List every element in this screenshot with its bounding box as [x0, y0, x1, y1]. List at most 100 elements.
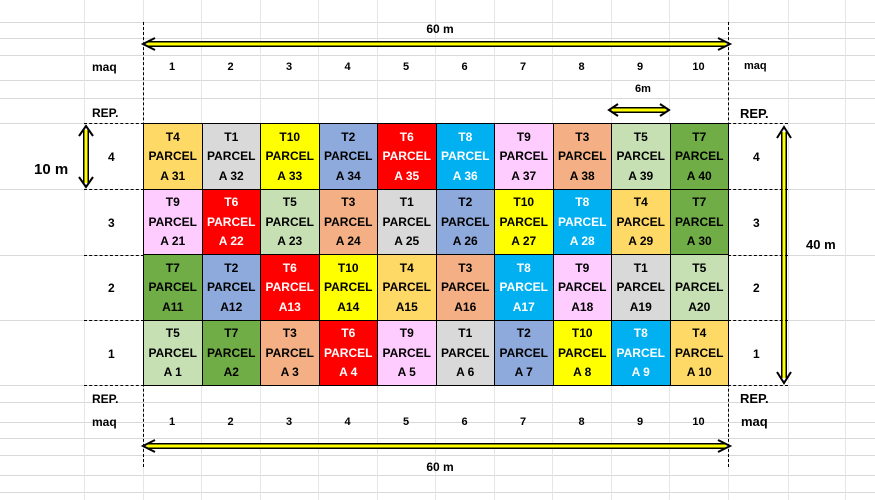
treatment-label: T3	[282, 326, 297, 341]
top-width-arrow	[140, 37, 733, 51]
parcel-word: PARCEL	[207, 214, 256, 229]
left-dash-row2-top	[84, 255, 144, 256]
background-row-line	[0, 438, 875, 439]
parcel-word: PARCEL	[324, 214, 373, 229]
parcel-word: PARCEL	[148, 214, 197, 229]
rep-number-left-1: 1	[108, 346, 115, 361]
parcel-cell-a29: T4 PARCEL A 29	[612, 189, 671, 255]
top-column-6: 6	[461, 61, 468, 73]
parcel-id: A 37	[511, 168, 537, 183]
treatment-label: T8	[575, 195, 590, 210]
parcel-word: PARCEL	[324, 280, 373, 295]
top-column-4: 4	[344, 61, 351, 73]
parcel-id: A 9	[631, 365, 650, 380]
background-row-line	[0, 98, 875, 99]
rep-number-right-2: 2	[753, 281, 760, 295]
parcel-word: PARCEL	[148, 149, 197, 164]
treatment-label: T2	[516, 326, 531, 341]
parcel-id: A20	[688, 299, 711, 314]
parcel-cell-a5: T9 PARCEL A 5	[378, 320, 437, 386]
rep-number-left-3: 3	[108, 215, 115, 230]
treatment-label: T6	[399, 129, 414, 144]
parcel-id: A 27	[511, 234, 537, 249]
treatment-label: T5	[282, 195, 297, 210]
bottom-column-8: 8	[578, 416, 585, 428]
treatment-label: T1	[399, 195, 414, 210]
parcel-cell-a10: T4 PARCEL A 10	[670, 320, 729, 386]
treatment-label: T2	[224, 260, 239, 275]
treatment-label: T9	[575, 260, 590, 275]
parcel-cell-a33: T10 PARCEL A 33	[261, 124, 320, 190]
parcel-id: A 28	[569, 234, 595, 249]
treatment-label: T1	[458, 326, 473, 341]
parcel-word: PARCEL	[265, 345, 314, 360]
parcel-word: PARCEL	[441, 214, 490, 229]
total-height-label: 40 m	[806, 237, 836, 252]
top-column-1: 1	[168, 61, 176, 73]
parcel-word: PARCEL	[558, 345, 607, 360]
treatment-label: T8	[458, 129, 473, 144]
treatment-label: T2	[458, 195, 473, 210]
parcel-word: PARCEL	[499, 214, 548, 229]
treatment-label: T9	[399, 326, 414, 341]
spacing-arrow	[607, 103, 671, 117]
maq-label-top-left: maq	[92, 60, 117, 74]
left-dash-row1-bottom	[84, 385, 144, 386]
treatment-label: T6	[224, 195, 239, 210]
parcel-word: PARCEL	[265, 214, 314, 229]
parcel-cell-a19: T1 PARCEL A19	[612, 255, 671, 321]
background-row-line	[0, 55, 875, 56]
parcel-id: A 33	[277, 168, 303, 183]
parcel-id: A 35	[394, 168, 420, 183]
right-dash-row1-bottom	[728, 385, 788, 386]
row-height-arrow	[78, 124, 94, 189]
parcel-cell-a25: T1 PARCEL A 25	[378, 189, 437, 255]
parcel-cell-a23: T5 PARCEL A 23	[261, 189, 320, 255]
treatment-label: T5	[165, 326, 180, 341]
treatment-label: T10	[337, 260, 359, 275]
parcel-cell-a35: T6 PARCEL A 35	[378, 124, 437, 190]
rep-label-bottom-left: REP.	[92, 392, 119, 406]
parcel-word: PARCEL	[324, 345, 373, 360]
parcel-id: A12	[220, 299, 243, 314]
treatment-label: T2	[341, 129, 356, 144]
parcel-word: PARCEL	[265, 149, 314, 164]
parcel-id: A13	[278, 299, 301, 314]
parcel-word: PARCEL	[616, 214, 665, 229]
parcel-id: A 6	[456, 365, 475, 380]
parcel-word: PARCEL	[616, 345, 665, 360]
top-column-10: 10	[692, 61, 705, 73]
parcel-cell-a14: T10 PARCEL A14	[319, 255, 378, 321]
parcel-id: A 24	[335, 234, 361, 249]
parcel-cell-a3: T3 PARCEL A 3	[261, 320, 320, 386]
parcel-id: A 22	[218, 234, 244, 249]
parcel-word: PARCEL	[441, 149, 490, 164]
left-dash-row3-top	[84, 189, 144, 190]
treatment-label: T7	[692, 195, 707, 210]
parcel-id: A 39	[628, 168, 654, 183]
parcel-id: A19	[629, 299, 652, 314]
parcel-id: A 30	[686, 234, 712, 249]
parcel-id: A17	[512, 299, 535, 314]
top-width-label: 60 m	[426, 22, 454, 36]
parcel-id: A2	[223, 365, 239, 380]
parcel-cell-a1: T5 PARCEL A 1	[144, 320, 203, 386]
parcel-id: A 32	[218, 168, 244, 183]
bottom-column-5: 5	[402, 416, 410, 428]
treatment-label: T3	[458, 260, 473, 275]
parcel-cell-a27: T10 PARCEL A 27	[495, 189, 554, 255]
parcel-cell-a18: T9 PARCEL A18	[553, 255, 612, 321]
background-row-line	[0, 455, 875, 456]
treatment-label: T10	[279, 129, 301, 144]
parcel-id: A 3	[280, 365, 299, 380]
background-column-line	[845, 0, 846, 500]
parcel-id: A15	[395, 299, 418, 314]
parcel-word: PARCEL	[558, 214, 607, 229]
parcel-word: PARCEL	[207, 149, 256, 164]
parcel-id: A16	[454, 299, 477, 314]
parcel-cell-a6: T1 PARCEL A 6	[436, 320, 495, 386]
parcel-id: A 34	[335, 168, 361, 183]
bottom-column-2: 2	[227, 416, 234, 428]
parcel-id: A 29	[628, 234, 654, 249]
bottom-column-6: 6	[461, 416, 468, 428]
